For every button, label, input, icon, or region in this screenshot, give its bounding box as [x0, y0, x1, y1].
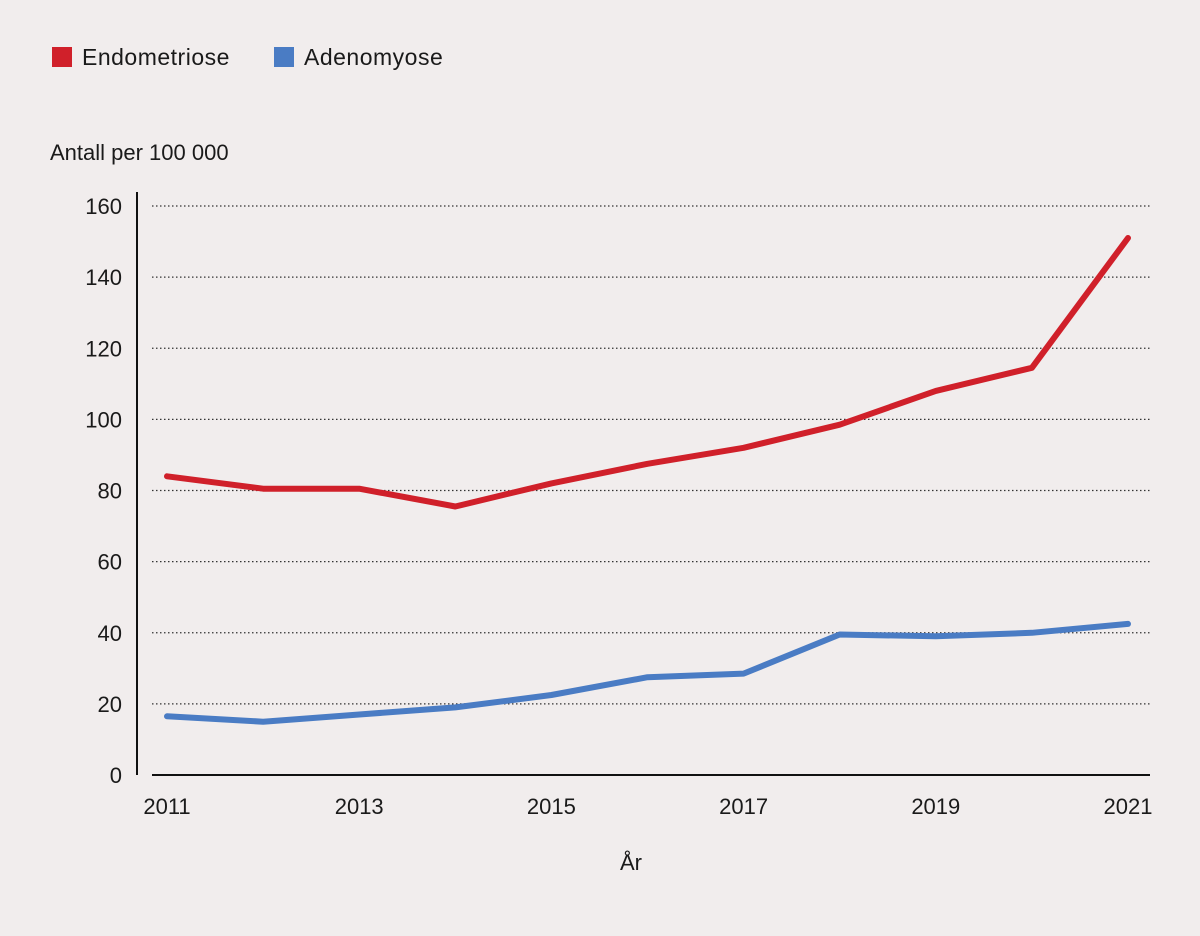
- x-tick-label-2019: 2019: [911, 794, 960, 819]
- legend-swatch-endometriose: [52, 47, 72, 67]
- series-line-adenomyose: [164, 620, 1131, 725]
- y-tick-label-0: 0: [110, 763, 122, 788]
- y-tick-label-20: 20: [98, 692, 122, 717]
- y-axis-title: Antall per 100 000: [50, 140, 229, 165]
- gridlines: [152, 205, 1150, 705]
- y-tick-label-100: 100: [85, 407, 122, 432]
- y-tick-labels: 0 20 40 60 80 100 120 140 160: [85, 194, 122, 788]
- x-tick-label-2017: 2017: [719, 794, 768, 819]
- legend: Endometriose Adenomyose: [52, 44, 443, 70]
- y-tick-label-60: 60: [98, 550, 122, 575]
- series-lines: [164, 235, 1131, 725]
- x-tick-label-2011: 2011: [143, 794, 190, 819]
- x-tick-label-2013: 2013: [335, 794, 384, 819]
- y-tick-label-160: 160: [85, 194, 122, 219]
- legend-label-endometriose: Endometriose: [82, 44, 230, 70]
- y-tick-label-80: 80: [98, 479, 122, 504]
- x-tick-label-2015: 2015: [527, 794, 576, 819]
- legend-label-adenomyose: Adenomyose: [304, 44, 443, 70]
- x-axis-title: År: [620, 850, 642, 875]
- legend-swatch-adenomyose: [274, 47, 294, 67]
- axes: [136, 192, 1150, 776]
- y-tick-label-120: 120: [85, 336, 122, 361]
- y-tick-label-40: 40: [98, 621, 122, 646]
- x-tick-label-2021: 2021: [1104, 794, 1153, 819]
- series-line-endometriose: [164, 235, 1131, 510]
- x-tick-labels: 2011 2013 2015 2017 2019 2021: [143, 794, 1152, 819]
- y-tick-label-140: 140: [85, 265, 122, 290]
